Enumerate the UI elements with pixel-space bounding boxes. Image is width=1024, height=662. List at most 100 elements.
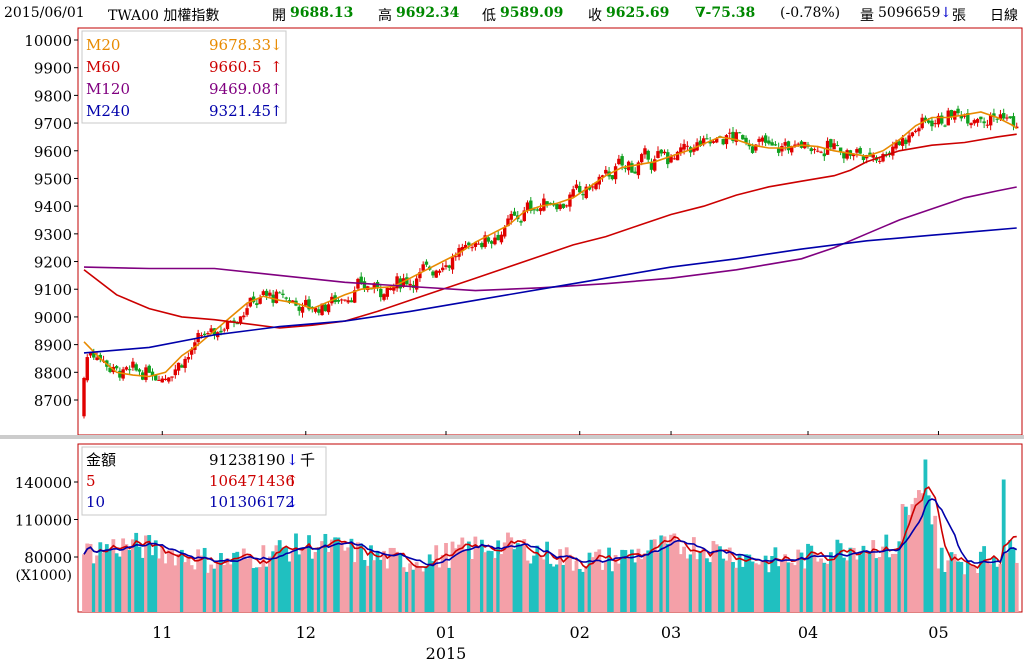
candle-body [936,115,941,125]
volume-bar [887,557,892,612]
candle-body [842,152,846,159]
volume-bar [509,537,514,612]
candle-body [522,210,526,222]
volume-legend-arrow: ↑ [286,472,299,490]
candle-body [313,307,318,312]
candle-body [441,267,445,271]
year-label: 2015 [426,644,467,662]
volume-bar [470,558,474,612]
candle-body [424,261,429,265]
candle-body [242,315,246,318]
volume-legend-name: 5 [86,472,96,490]
volume-bar [656,552,660,612]
volume-bar [206,572,210,612]
volume-bar [548,563,553,612]
candle-body [956,108,960,114]
volume-bar [271,551,276,612]
candle-body [653,159,657,171]
candle-body [584,186,588,199]
volume-bar [649,539,654,612]
volume-bar [346,547,351,612]
candle-body [186,357,191,360]
high-value: 9692.34 [396,5,460,21]
candle-body [548,202,553,204]
candle-body [163,378,168,381]
candle-body [529,200,533,211]
volume-bar [144,535,148,612]
candle-body [574,184,579,189]
candle-body [760,137,765,142]
candle-body [825,140,830,155]
candle-body [750,146,755,153]
candle-body [943,125,947,127]
volume-bar [675,540,680,612]
candle-body [160,378,164,383]
volume-bar [910,504,915,612]
volume-bar [633,562,638,612]
volume-bar [476,547,481,612]
volume-bar [665,543,670,612]
volume-bar [757,564,761,612]
volume-bar [845,560,850,612]
volume-bar [447,567,452,612]
candle-body [304,299,308,306]
volume-bar [333,537,338,612]
candle-body [519,221,523,223]
candle-body [421,264,425,271]
price-legend-name: M240 [86,102,130,120]
volume-bar [391,547,396,612]
volume-bar [923,459,928,612]
volume-legend-arrow: ↓ [286,451,299,469]
candle-body [470,247,474,249]
candle-body [564,205,569,207]
volume-bar [140,557,145,612]
volume-bar [196,549,201,612]
volume-bar [199,555,204,612]
volume-bar [104,544,109,612]
candle-body [587,186,592,190]
volume-ma-line-10 [83,498,1018,567]
volume-bar [264,566,269,612]
volume-bar [483,552,488,612]
volume-bar [868,552,872,612]
candle-body [940,115,944,124]
volume-tick-label: 110000 [15,512,72,530]
candle-body [379,288,383,298]
volume-bar [652,539,657,612]
open-label: 開 [272,8,286,24]
volume-bar [111,539,116,612]
candle-body [992,113,996,118]
volume-bar [101,552,106,612]
volume-legend-unit: 千 [300,451,315,469]
volume-legend-name: 10 [86,493,105,511]
candle-body [183,358,187,368]
volume-bar [183,562,188,612]
volume-bar [440,554,445,612]
volume-bar [375,550,380,612]
candle-body [437,270,442,273]
volume-bar [1014,562,1019,612]
volume-bar [603,560,608,612]
candle-body [675,151,680,161]
price-legend-value: 9469.08 [209,80,271,98]
symbol-name: TWA00 加權指數 [108,8,220,24]
volume-bar [117,556,122,612]
ma-line-m20 [83,111,1018,378]
volume-bar [975,572,980,612]
volume-bar [287,561,292,612]
volume-bar [489,551,494,612]
candle-body [509,213,513,220]
volume-bar [486,550,491,612]
volume-bar [131,539,135,612]
candle-body [401,278,406,287]
volume-bar [718,546,722,612]
volume-bar [946,560,951,612]
candle-body [1011,116,1016,127]
candle-body [721,139,725,145]
volume-bar [316,547,321,612]
volume-bar [522,539,527,612]
volume-bar [610,571,615,612]
volume-legend-arrow: ↓ [286,493,299,511]
candle-body [747,144,752,147]
candle-body [268,292,272,296]
